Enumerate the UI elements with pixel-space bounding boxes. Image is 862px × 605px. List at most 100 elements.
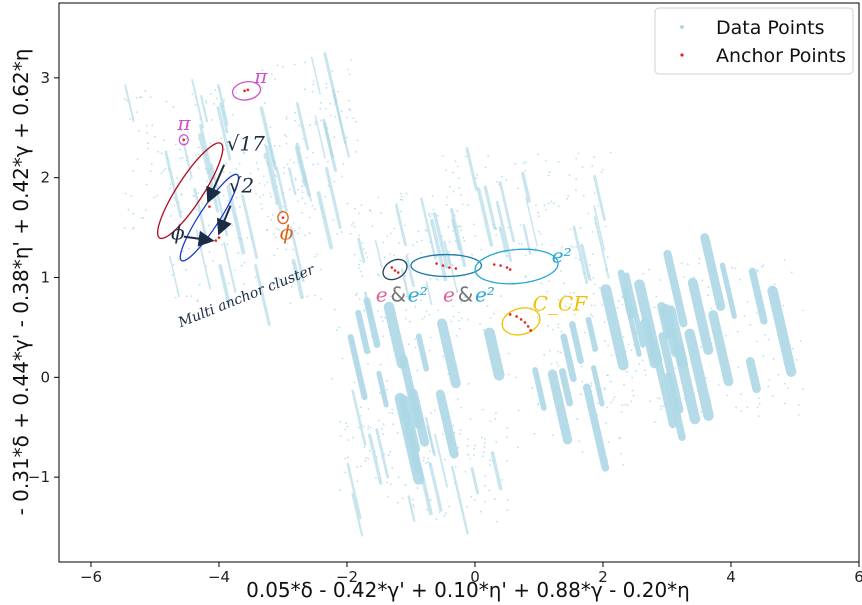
data-point <box>557 326 559 329</box>
data-point <box>312 80 315 83</box>
data-point <box>345 136 348 139</box>
data-point <box>270 219 273 221</box>
data-streak <box>650 341 677 429</box>
annotation-label: √2 <box>229 174 254 198</box>
data-point <box>563 282 565 285</box>
data-point <box>231 113 234 116</box>
data-point <box>458 225 460 228</box>
data-point <box>266 215 269 218</box>
data-streak <box>522 224 532 255</box>
data-point <box>123 227 126 230</box>
multi-cluster-ellipse-red <box>157 142 224 240</box>
data-point <box>282 205 285 208</box>
data-point <box>433 409 436 411</box>
data-point <box>443 255 446 257</box>
data-point <box>246 237 249 239</box>
data-point <box>333 136 336 138</box>
data-point <box>543 353 546 356</box>
data-point <box>432 208 435 211</box>
data-point <box>428 214 431 217</box>
data-point <box>460 229 462 232</box>
data-point <box>263 102 266 104</box>
data-point <box>267 162 269 165</box>
data-point <box>255 161 258 164</box>
data-point <box>492 223 494 226</box>
data-point <box>580 365 583 368</box>
data-point <box>519 224 522 226</box>
data-point <box>560 270 562 272</box>
data-point <box>348 73 351 76</box>
data-point <box>694 351 696 353</box>
data-point <box>409 415 412 418</box>
data-point <box>352 436 355 439</box>
data-point <box>673 393 676 396</box>
data-streak <box>324 166 342 230</box>
data-point <box>222 194 225 197</box>
data-point <box>557 323 560 326</box>
data-point <box>338 489 341 492</box>
data-point <box>489 316 492 319</box>
data-point <box>261 86 264 89</box>
data-point <box>357 267 360 270</box>
data-point <box>534 247 537 250</box>
data-point <box>700 411 703 413</box>
data-point <box>660 405 662 408</box>
data-point <box>537 310 540 313</box>
data-point <box>301 197 304 200</box>
data-point <box>179 148 182 151</box>
data-streak <box>547 369 573 445</box>
data-point <box>604 422 607 425</box>
data-streak <box>465 147 478 191</box>
data-point <box>411 244 414 247</box>
data-point <box>352 221 355 224</box>
data-point <box>169 183 172 186</box>
data-point <box>300 165 303 168</box>
data-point <box>430 213 433 216</box>
anchor-point <box>182 138 186 142</box>
data-point <box>254 276 257 278</box>
data-point <box>341 175 343 178</box>
annotation-label: e <box>376 282 388 306</box>
data-point <box>414 305 417 308</box>
data-point <box>420 251 423 254</box>
data-point <box>351 224 353 227</box>
data-streak <box>254 263 271 326</box>
data-point <box>172 263 175 266</box>
data-point <box>258 286 261 289</box>
data-point <box>387 495 390 498</box>
annotation-label: e <box>443 282 455 306</box>
data-point <box>429 450 431 453</box>
data-streak <box>316 191 334 250</box>
data-point <box>364 459 367 462</box>
data-point <box>198 153 200 156</box>
data-point <box>460 225 463 228</box>
data-point <box>791 347 794 350</box>
data-point <box>226 199 229 202</box>
data-point <box>562 405 564 408</box>
data-point <box>775 300 778 303</box>
anchor-point <box>281 216 285 219</box>
data-point <box>482 329 485 331</box>
data-point <box>517 446 519 449</box>
data-streak <box>164 150 183 219</box>
data-streak <box>168 255 180 298</box>
data-point <box>425 310 428 313</box>
data-point <box>430 223 433 226</box>
data-point <box>453 214 456 217</box>
data-streak <box>434 433 449 488</box>
data-point <box>347 439 350 442</box>
data-point <box>734 267 737 270</box>
data-point <box>382 241 385 244</box>
data-point <box>541 243 544 246</box>
data-streak <box>303 169 312 202</box>
data-point <box>365 457 368 459</box>
data-point <box>367 428 370 430</box>
data-point <box>389 232 392 235</box>
data-point <box>489 459 492 462</box>
data-point <box>294 111 297 114</box>
data-point <box>359 406 362 409</box>
data-point <box>464 470 467 473</box>
data-point <box>135 111 138 114</box>
data-point <box>132 170 134 172</box>
data-streak <box>219 102 229 134</box>
